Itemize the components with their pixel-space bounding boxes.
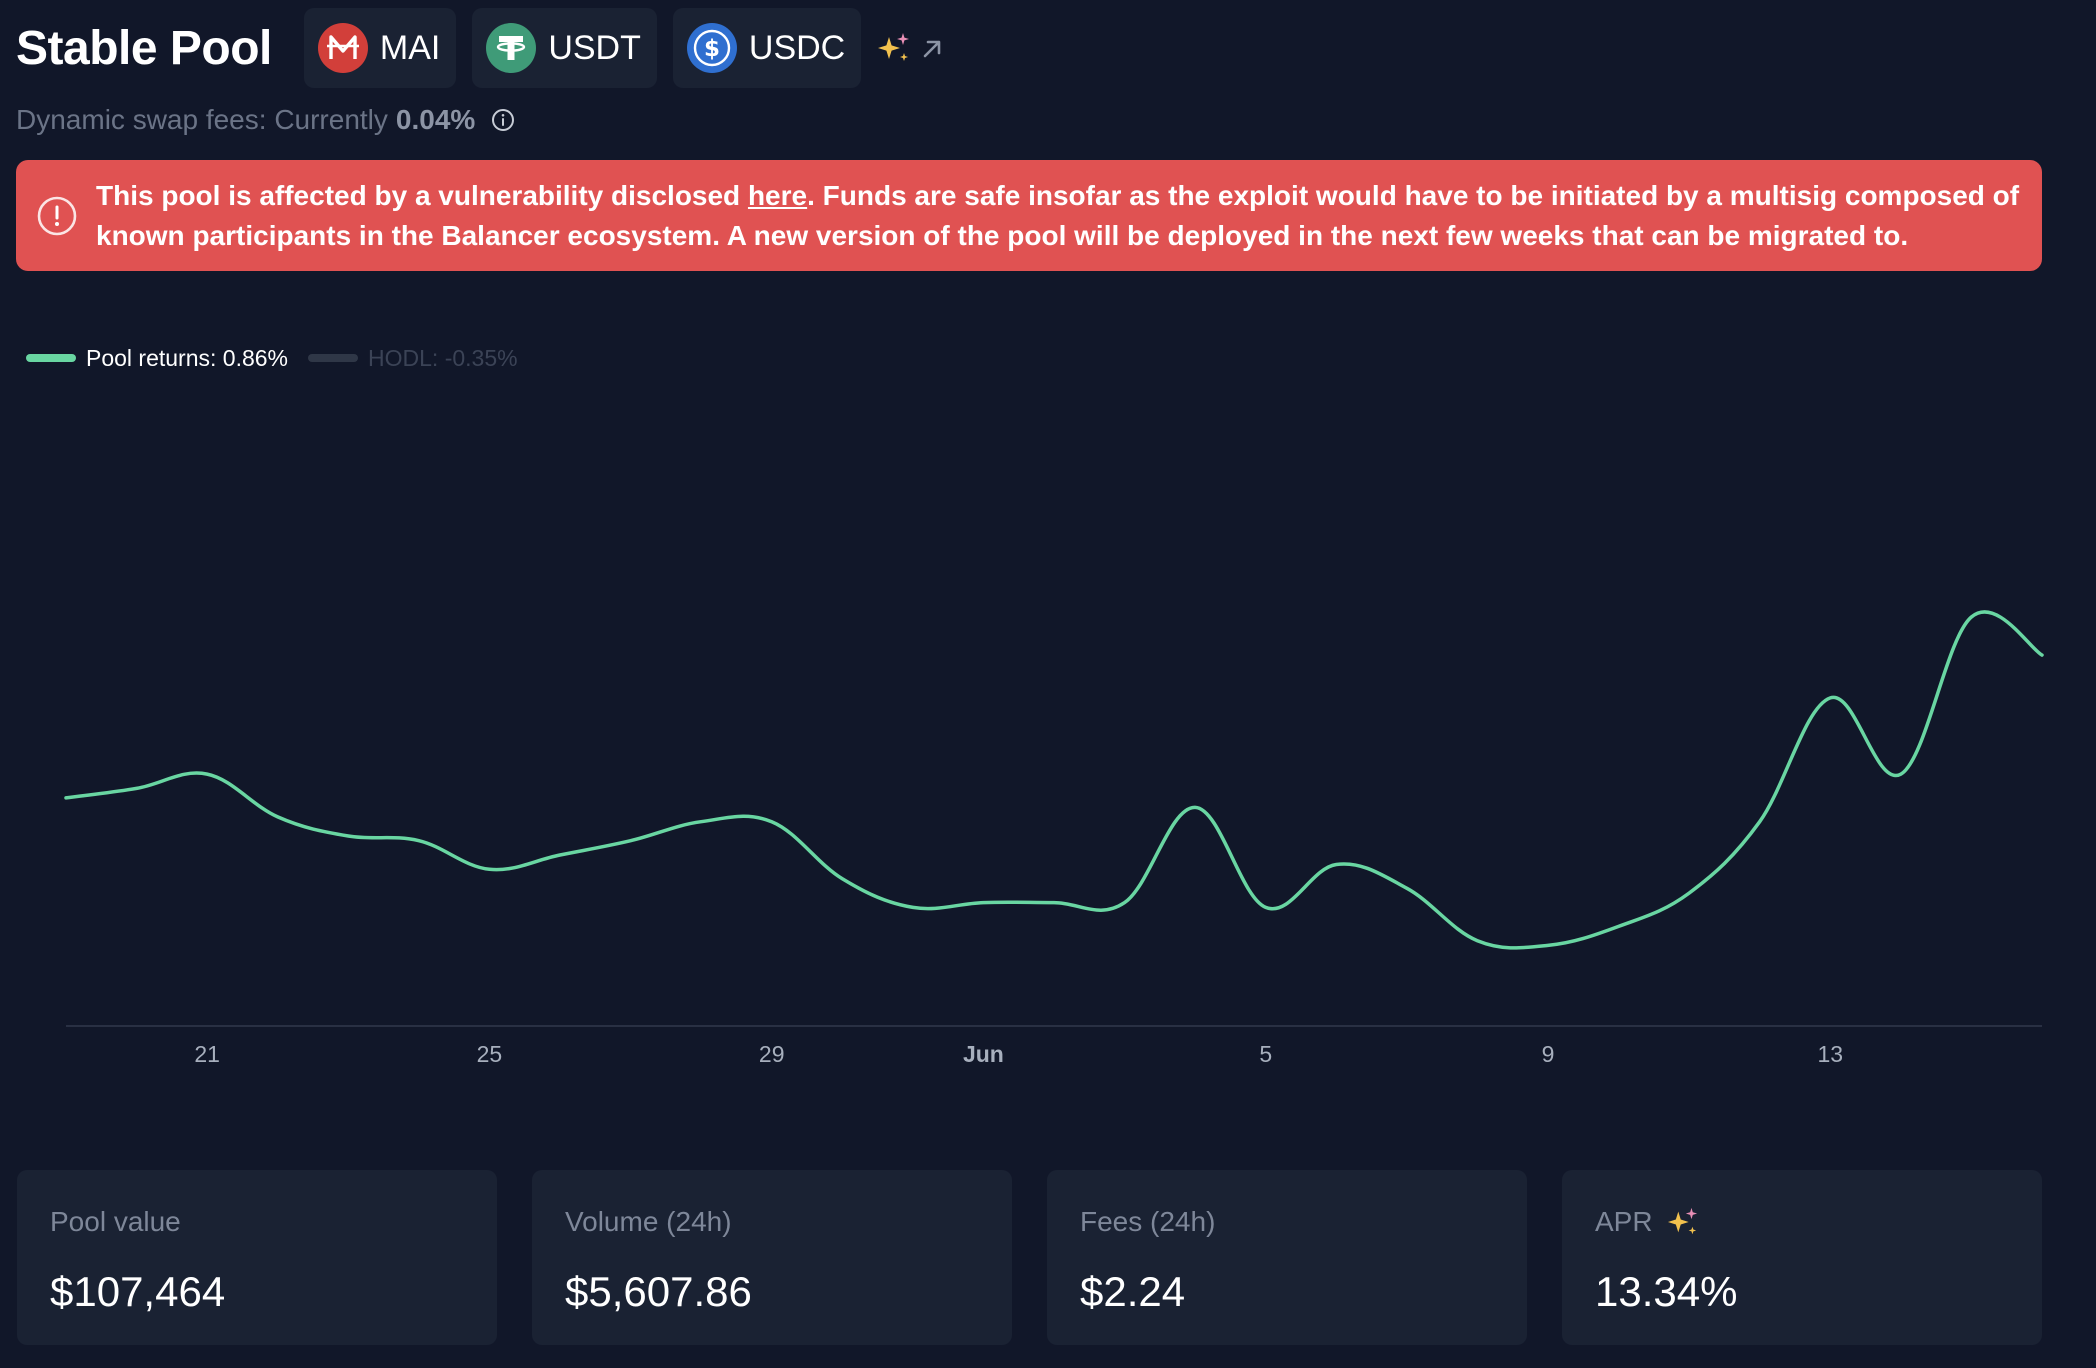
token-symbol: USDT: [548, 28, 641, 67]
swap-fees-label: Dynamic swap fees: Currently: [16, 104, 388, 135]
usdc-token-icon: $: [686, 23, 737, 73]
info-icon[interactable]: [491, 108, 515, 132]
series-line-pool-returns: [64, 610, 2044, 950]
legend-item-pool-returns[interactable]: Pool returns: 0.86%: [26, 345, 288, 372]
alert-circle-icon: [37, 196, 77, 235]
page-title: Stable Pool: [16, 21, 272, 75]
vulnerability-disclosure-link[interactable]: here: [747, 179, 808, 211]
x-tick-label: 29: [759, 1041, 785, 1067]
chart-legend: Pool returns: 0.86% HODL: -0.35%: [26, 344, 538, 372]
legend-label-hodl: HODL: -0.35%: [368, 344, 518, 371]
x-tick-label: Jun: [963, 1041, 1004, 1067]
swap-fees-value: 0.04%: [395, 104, 476, 135]
legend-label-pool-returns: Pool returns: 0.86%: [86, 344, 289, 371]
stat-label: APR: [1595, 1206, 1653, 1237]
x-tick-label: 13: [1817, 1041, 1843, 1067]
stat-label: Pool value: [50, 1206, 181, 1237]
usdt-token-icon: [486, 23, 537, 73]
token-symbol: USDC: [748, 28, 846, 67]
stat-label: Volume (24h): [565, 1206, 732, 1237]
x-tick-label: 5: [1259, 1041, 1272, 1067]
stat-card-fees: Fees (24h) $2.24: [1047, 1170, 1527, 1345]
alert-text-after: . Funds are safe insofar as the exploit …: [96, 179, 2020, 251]
legend-item-hodl[interactable]: HODL: -0.35%: [308, 345, 518, 372]
stat-value: $2.24: [1080, 1268, 1186, 1315]
svg-text:$: $: [704, 36, 720, 62]
stat-label-apr: APR: [1595, 1204, 2042, 1240]
mai-token-icon: [317, 23, 368, 73]
alert-text-before: This pool is affected by a vulnerability…: [96, 179, 748, 211]
vulnerability-alert: This pool is affected by a vulnerability…: [16, 160, 2042, 271]
pool-header: Stable Pool MAI USDT $ USDC: [16, 8, 951, 88]
stat-card-volume: Volume (24h) $5,607.86: [532, 1170, 1012, 1345]
legend-swatch-hodl: [308, 354, 359, 362]
stat-card-apr: APR 13.34%: [1562, 1170, 2042, 1345]
stat-value: $5,607.86: [565, 1268, 752, 1315]
x-tick-label: 21: [194, 1041, 220, 1067]
alert-message: This pool is affected by a vulnerability…: [96, 176, 2026, 256]
x-tick-label: 25: [477, 1041, 503, 1067]
sparkle-icon: [878, 33, 910, 61]
stat-card-pool-value: Pool value $107,464: [17, 1170, 497, 1345]
x-axis-ticks: 21 25 29 Jun 5 9 13: [194, 1041, 1843, 1067]
x-tick-label: 9: [1542, 1041, 1555, 1067]
sparkle-icon[interactable]: [1667, 1206, 1699, 1238]
pool-returns-chart[interactable]: 21 25 29 Jun 5 9 13: [0, 380, 2096, 1080]
swap-fees-line: Dynamic swap fees: Currently 0.04%: [16, 104, 515, 136]
token-symbol: MAI: [379, 28, 441, 67]
arrow-up-right-icon[interactable]: [911, 31, 951, 65]
token-chip-usdt[interactable]: USDT: [472, 8, 657, 88]
legend-swatch-pool-returns: [26, 354, 76, 362]
sparkle-link[interactable]: [877, 31, 951, 65]
token-chip-usdc[interactable]: $ USDC: [672, 8, 862, 88]
stat-value: $107,464: [50, 1268, 226, 1315]
stat-label: Fees (24h): [1080, 1206, 1216, 1237]
stat-value: 13.34%: [1595, 1268, 1738, 1315]
token-chip-mai[interactable]: MAI: [303, 8, 457, 88]
